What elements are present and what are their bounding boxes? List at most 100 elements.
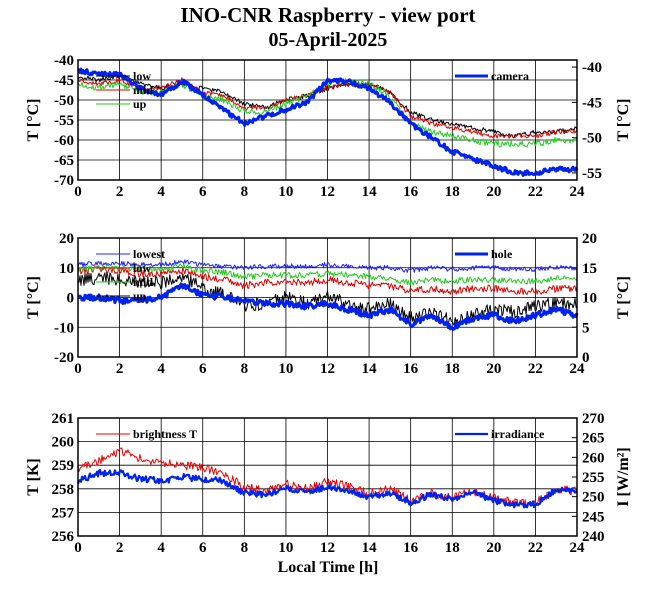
x-tick-label: 22 [528, 361, 543, 377]
x-tick-label: 22 [528, 540, 543, 556]
y-tick-label-left: -45 [54, 73, 74, 89]
panels: 0 2 4 6 8 10 12 14 16 18 20 22 24-70-65-60-55-50-45-… [25, 53, 632, 556]
y-tick-label-left: -60 [54, 133, 74, 149]
x-tick-label: 22 [528, 184, 543, 200]
x-tick-label: 16 [403, 184, 419, 200]
x-tick-label: 8 [241, 184, 249, 200]
series-line-lowest [77, 259, 578, 273]
y-tick-label-left: -50 [54, 93, 74, 109]
y-tick-label-left: 259 [52, 458, 75, 474]
y-tick-label-left: 0 [67, 291, 75, 307]
legend-label: low [133, 261, 151, 275]
series-line-mid [77, 77, 578, 139]
series-line-brightness-T [77, 447, 578, 508]
x-tick-label: 14 [362, 540, 378, 556]
y-tick-label-left: 258 [52, 482, 75, 498]
x-axis-label: Local Time [h] [278, 559, 379, 576]
panel-2: 0 2 4 6 8 10 12 14 16 18 20 22 24-20-100102005101520… [25, 231, 632, 377]
y-tick-label-right: -40 [582, 60, 602, 76]
x-tick-label: 14 [362, 184, 378, 200]
panel-3: 0 2 4 6 8 10 12 14 16 18 20 22 242562572582592602612… [25, 411, 632, 556]
x-tick-label: 10 [278, 361, 293, 377]
x-tick-label: 10 [278, 540, 293, 556]
y-tick-label-right: -55 [582, 166, 602, 182]
y-tick-label-right: 20 [582, 231, 597, 247]
panel-1: 0 2 4 6 8 10 12 14 16 18 20 22 24-70-65-60-55-50-45-… [25, 53, 632, 200]
x-tick-label: 2 [116, 184, 124, 200]
x-tick-label: 20 [486, 540, 501, 556]
series-line-low [77, 265, 578, 295]
x-tick-label: 14 [362, 361, 378, 377]
y-tick-label-left: 257 [52, 505, 75, 521]
y-tick-label-left: 260 [52, 435, 75, 451]
x-tick-label: 6 [199, 361, 207, 377]
y-axis-label-right: T [°C] [615, 276, 632, 319]
legend-label: hole [491, 247, 513, 261]
y-tick-label-right: 15 [582, 261, 597, 277]
y-tick-label-right: -50 [582, 131, 602, 147]
series-line-mid [77, 263, 578, 286]
x-tick-label: 18 [445, 184, 460, 200]
x-tick-label: 2 [116, 361, 124, 377]
legend-label: lowest [133, 247, 165, 261]
series-line-up [78, 78, 578, 148]
y-tick-label-right: 5 [582, 320, 590, 336]
x-tick-label: 24 [570, 184, 586, 200]
x-tick-label: 20 [486, 184, 501, 200]
y-tick-label-right: 10 [582, 291, 597, 307]
y-tick-label-right: 260 [582, 450, 605, 466]
y-tick-label-left: 10 [59, 261, 74, 277]
x-tick-label: 0 [74, 184, 82, 200]
x-tick-label: 18 [445, 361, 460, 377]
x-tick-label: 12 [320, 540, 335, 556]
chart-title: INO-CNR Raspberry - view port [180, 3, 475, 27]
y-tick-label-left: 20 [59, 231, 74, 247]
y-tick-label-left: -20 [54, 350, 74, 366]
chart-subtitle: 05-April-2025 [269, 29, 388, 51]
x-tick-label: 4 [157, 361, 165, 377]
x-tick-label: 24 [570, 361, 586, 377]
x-tick-label: 10 [278, 184, 293, 200]
series-line-irradiance [76, 469, 578, 509]
series-line-camera [77, 67, 579, 177]
x-tick-label: 8 [241, 540, 249, 556]
x-tick-label: 16 [403, 540, 419, 556]
y-tick-label-left: -40 [54, 53, 74, 69]
x-tick-label: 8 [241, 361, 249, 377]
y-tick-label-right: 255 [582, 470, 605, 486]
x-tick-label: 2 [116, 540, 124, 556]
y-axis-label-left: T [°C] [25, 276, 42, 319]
y-tick-label-right: 270 [582, 411, 605, 427]
legend-label: mid [133, 83, 153, 97]
x-tick-label: 0 [74, 540, 82, 556]
y-tick-label-left: -65 [54, 153, 74, 169]
x-tick-label: 12 [320, 184, 335, 200]
legend-label: up [133, 289, 147, 303]
y-axis-label-left: T [K] [25, 458, 42, 495]
x-tick-label: 12 [320, 361, 335, 377]
y-axis-label-right: T [°C] [615, 99, 632, 142]
plot-frame [77, 59, 578, 181]
legend-label: irradiance [491, 427, 545, 441]
y-tick-label-right: 245 [582, 509, 605, 525]
plot-frame [77, 417, 578, 537]
x-tick-label: 24 [570, 540, 586, 556]
series-line-hole [77, 282, 579, 331]
x-tick-label: 6 [199, 540, 207, 556]
y-tick-label-right: 240 [582, 529, 605, 545]
y-tick-label-right: 0 [582, 350, 590, 366]
y-tick-label-right: 265 [582, 431, 605, 447]
x-tick-label: 4 [157, 184, 165, 200]
y-tick-label-right: -45 [582, 95, 602, 111]
x-tick-label: 4 [157, 540, 165, 556]
legend-label: low [133, 69, 151, 83]
y-tick-label-left: -10 [54, 320, 74, 336]
x-tick-label: 16 [403, 361, 419, 377]
x-tick-label: 20 [486, 361, 501, 377]
legend-label: brightness T [133, 427, 197, 441]
y-tick-label-left: 261 [52, 411, 75, 427]
legend-label: mid [133, 275, 153, 289]
legend-label: camera [491, 69, 529, 83]
